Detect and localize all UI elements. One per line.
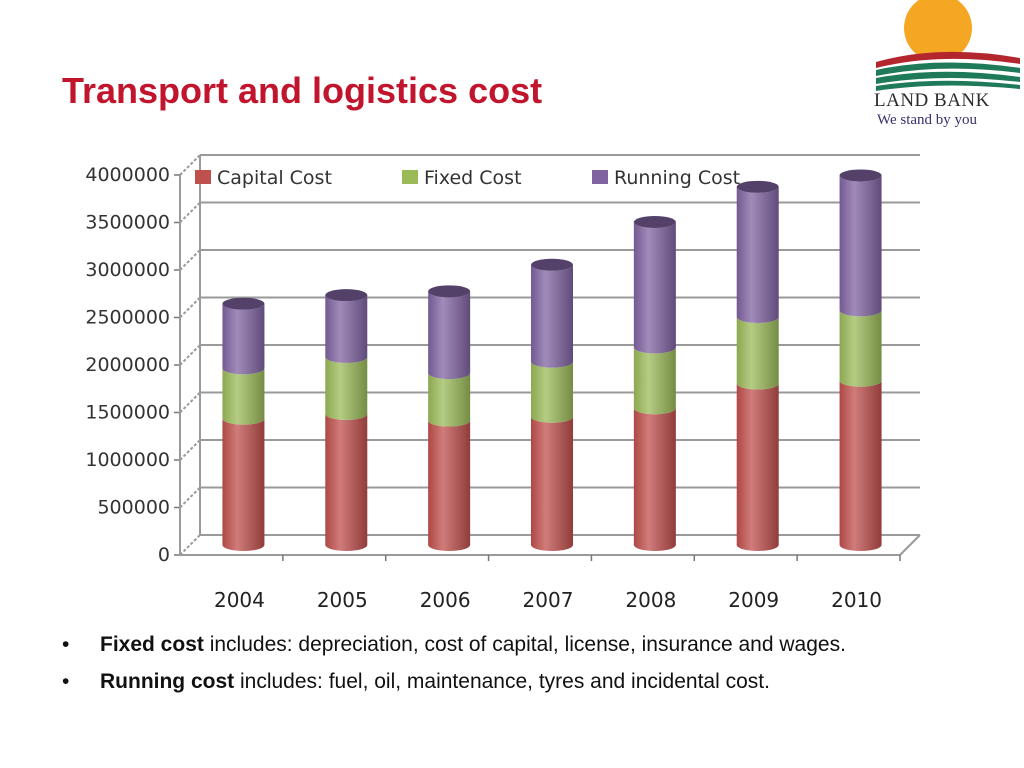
bar-top-cap	[428, 285, 471, 298]
logo-sun-icon	[904, 0, 972, 62]
bar-segment	[531, 264, 573, 368]
x-tick-label: 2010	[831, 588, 882, 612]
bar-segment	[222, 368, 265, 425]
bar-segment	[839, 380, 882, 551]
gridline-side	[179, 344, 201, 366]
bullet-term: Running cost	[100, 670, 235, 693]
bullet-fixed-cost: • Fixed cost includes: depreciation, cos…	[60, 630, 960, 659]
bar-segment	[325, 413, 368, 551]
gridline-side	[179, 439, 201, 461]
y-tick-label: 1000000	[85, 449, 170, 471]
bullet-text: includes: fuel, oil, maintenance, tyres …	[234, 670, 770, 693]
x-tick-label: 2006	[420, 588, 471, 612]
bar-segment	[531, 416, 573, 551]
legend-label: Running Cost	[614, 167, 740, 189]
legend-swatch	[402, 170, 418, 184]
x-tick-label: 2008	[625, 588, 676, 612]
gridline-side	[179, 391, 201, 414]
bar-segment	[839, 175, 882, 317]
bar-segment	[428, 420, 471, 551]
y-tick-label: 500000	[97, 497, 170, 519]
bar-segment	[222, 418, 265, 551]
y-tick-label: 3500000	[85, 212, 170, 234]
y-tick-label: 3000000	[85, 259, 170, 281]
gridline-side	[179, 201, 201, 224]
gridline-side	[179, 486, 201, 509]
bar-segment	[736, 186, 779, 323]
logo-name: LAND BANK	[874, 90, 990, 111]
x-tick-label: 2007	[523, 588, 574, 612]
x-tick-label: 2009	[728, 588, 779, 612]
floor-edge	[899, 534, 921, 556]
bar-segment	[428, 291, 471, 380]
bar-segment	[428, 373, 471, 427]
y-tick-label: 2500000	[85, 307, 170, 329]
bar-top-cap	[222, 297, 265, 310]
legend-label: Fixed Cost	[424, 167, 522, 189]
x-tick-label: 2004	[214, 588, 265, 612]
legend-label: Capital Cost	[217, 167, 332, 189]
legend-swatch	[592, 170, 608, 184]
land-bank-logo	[870, 0, 1024, 98]
bar-segment	[325, 356, 368, 420]
x-tick-label: 2005	[317, 588, 368, 612]
slide-title: Transport and logistics cost	[62, 70, 543, 111]
gridline-side	[179, 296, 201, 319]
bar-segment	[736, 317, 779, 390]
legend-swatch	[195, 170, 211, 184]
bar-segment	[325, 295, 368, 363]
notes-list: • Fixed cost includes: depreciation, cos…	[60, 630, 960, 704]
y-tick-label: 0	[158, 544, 170, 566]
stacked-cylinder-chart: 0 500000 1000000 1500000 2000000 2500000 30000…	[85, 154, 921, 612]
y-tick-label: 1500000	[85, 402, 170, 424]
bullet-running-cost: • Running cost includes: fuel, oil, main…	[60, 667, 960, 696]
gridline-side	[179, 249, 201, 271]
bar-segment	[531, 361, 573, 423]
bar-segment	[633, 408, 676, 551]
y-tick-label: 4000000	[85, 164, 170, 186]
bullet-term: Fixed cost	[100, 633, 204, 656]
gridline-side	[179, 534, 201, 556]
bar-top-cap	[531, 258, 573, 271]
bullet-dot: •	[62, 633, 70, 656]
bullet-dot: •	[62, 670, 70, 693]
bar-segment	[839, 310, 882, 387]
bar-top-cap	[736, 180, 779, 193]
y-tick-label: 2000000	[85, 354, 170, 376]
bar-segment	[736, 383, 779, 551]
bar-segment	[633, 347, 676, 415]
bar-top-cap	[633, 216, 676, 228]
logo-tagline: We stand by you	[877, 112, 978, 128]
bar-segment	[633, 222, 676, 354]
bar-top-cap	[839, 169, 882, 182]
bar-top-cap	[325, 289, 368, 302]
bar-segment	[222, 303, 265, 375]
bullet-text: includes: depreciation, cost of capital,…	[203, 633, 846, 656]
